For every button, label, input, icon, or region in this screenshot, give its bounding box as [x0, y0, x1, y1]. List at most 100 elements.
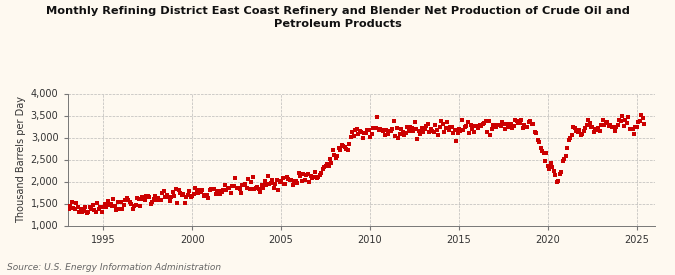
Point — [489, 123, 500, 127]
Point — [148, 197, 159, 202]
Point — [637, 116, 648, 121]
Point — [277, 175, 288, 180]
Point — [603, 124, 614, 129]
Point — [400, 131, 411, 135]
Point — [271, 178, 282, 182]
Point — [628, 131, 639, 136]
Point — [316, 170, 327, 175]
Point — [446, 124, 457, 129]
Point — [377, 128, 387, 132]
Point — [237, 183, 248, 187]
Point — [249, 187, 260, 191]
Point — [327, 148, 338, 153]
Point — [191, 188, 202, 192]
Point — [305, 174, 316, 178]
Point — [213, 189, 224, 194]
Point — [506, 122, 516, 126]
Point — [560, 154, 571, 158]
Point — [292, 181, 303, 185]
Point — [319, 164, 329, 169]
Point — [215, 192, 225, 196]
Point — [113, 200, 124, 205]
Point — [246, 180, 256, 184]
Point — [543, 164, 554, 168]
Point — [381, 128, 392, 132]
Point — [354, 129, 365, 133]
Point — [556, 170, 567, 174]
Point — [602, 120, 613, 124]
Point — [486, 126, 497, 131]
Point — [440, 126, 451, 130]
Point — [180, 200, 190, 205]
Point — [194, 188, 205, 192]
Point — [206, 187, 217, 191]
Point — [373, 128, 384, 132]
Point — [192, 191, 203, 195]
Point — [593, 125, 604, 130]
Text: Monthly Refining District East Coast Refinery and Blender Net Production of Crud: Monthly Refining District East Coast Ref… — [45, 6, 629, 29]
Point — [470, 124, 481, 129]
Point — [538, 151, 549, 155]
Point — [360, 130, 371, 135]
Point — [342, 148, 353, 152]
Point — [599, 123, 610, 127]
Point — [520, 125, 531, 130]
Point — [516, 118, 526, 122]
Point — [632, 125, 643, 129]
Point — [200, 193, 211, 197]
Point — [406, 126, 417, 130]
Point — [80, 205, 90, 209]
Point — [462, 120, 473, 125]
Point — [78, 208, 89, 213]
Point — [234, 187, 245, 192]
Point — [197, 188, 208, 192]
Point — [279, 182, 290, 186]
Point — [124, 200, 135, 204]
Point — [170, 187, 181, 191]
Point — [458, 128, 469, 133]
Point — [115, 200, 126, 205]
Point — [221, 187, 232, 192]
Point — [558, 159, 568, 163]
Point — [250, 186, 261, 191]
Point — [583, 118, 593, 123]
Point — [252, 184, 263, 189]
Point — [366, 132, 377, 137]
Point — [132, 196, 142, 200]
Point — [109, 204, 120, 208]
Point — [108, 196, 119, 201]
Point — [441, 120, 452, 124]
Point — [283, 177, 294, 181]
Point — [416, 126, 427, 130]
Point — [372, 115, 383, 119]
Point — [321, 161, 332, 166]
Point — [347, 130, 358, 134]
Point — [634, 119, 645, 123]
Point — [639, 122, 650, 127]
Point — [196, 190, 207, 194]
Point — [399, 133, 410, 138]
Point — [285, 178, 296, 182]
Point — [344, 142, 354, 147]
Point — [154, 198, 165, 202]
Point — [449, 128, 460, 133]
Point — [368, 126, 379, 131]
Point — [408, 129, 418, 133]
Point — [605, 123, 616, 128]
Point — [90, 210, 101, 215]
Point — [519, 122, 530, 127]
Point — [586, 125, 597, 129]
Point — [203, 196, 214, 200]
Point — [614, 118, 624, 122]
Point — [468, 130, 479, 135]
Point — [256, 183, 267, 188]
Point — [128, 206, 138, 211]
Point — [493, 123, 504, 128]
Point — [418, 130, 429, 134]
Point — [483, 119, 494, 123]
Point — [145, 202, 156, 206]
Point — [295, 174, 306, 179]
Point — [597, 118, 608, 122]
Point — [481, 119, 491, 123]
Point — [514, 121, 525, 125]
